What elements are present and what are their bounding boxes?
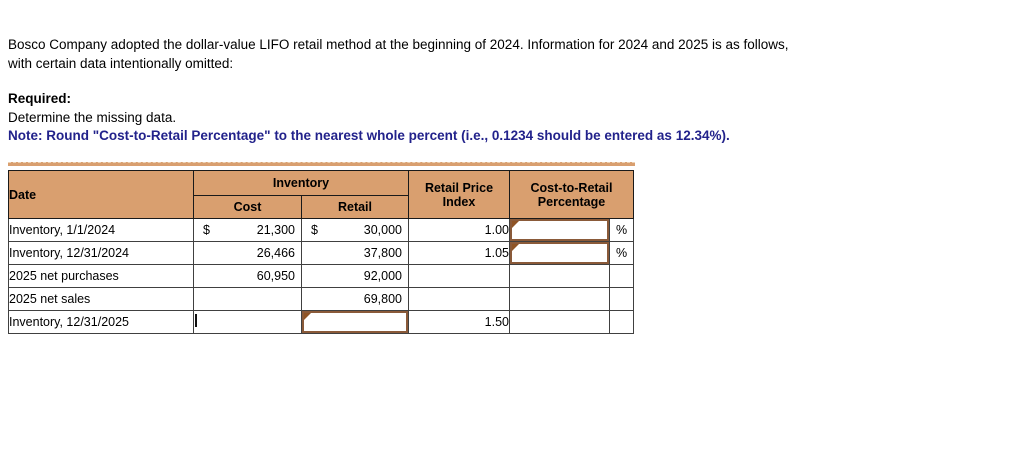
cost-cell: 26,466 — [193, 241, 302, 265]
col-header-retail: Retail — [301, 195, 409, 219]
cost-to-retail-cell — [509, 241, 610, 265]
table-row: Inventory, 1/1/2024 $ 21,300 $ 30,000 1.… — [8, 218, 634, 242]
retail-cell: 37,800 — [301, 241, 409, 265]
percent-unit: % — [609, 241, 634, 265]
col-header-cost: Cost — [193, 195, 302, 219]
cost-cell-selected[interactable] — [193, 310, 302, 334]
cost-cell: $ 21,300 — [193, 218, 302, 242]
row-label: 2025 net sales — [8, 287, 194, 311]
required-label: Required: — [8, 91, 72, 106]
ctr-pct-input-12-31-2024[interactable] — [510, 242, 609, 264]
partial-row-strip — [8, 162, 635, 166]
percent-unit — [609, 310, 634, 334]
retail-price-index-value: 1.00 — [408, 218, 510, 242]
retail-value: 37,800 — [363, 246, 402, 260]
dollar-sign: $ — [203, 223, 210, 237]
cell-flag-icon — [512, 244, 519, 251]
percent-unit: % — [609, 218, 634, 242]
cell-flag-icon — [512, 221, 519, 228]
note-text: Note: Round "Cost-to-Retail Percentage" … — [8, 128, 730, 143]
percent-unit — [609, 264, 634, 288]
cell-flag-icon — [304, 313, 311, 320]
retail-price-index-value — [408, 264, 510, 288]
problem-statement: Bosco Company adopted the dollar-value L… — [8, 36, 968, 73]
problem-statement-line2: with certain data intentionally omitted: — [8, 55, 234, 71]
cost-to-retail-cell — [509, 310, 610, 334]
col-header-retail-price-index: Retail Price Index — [408, 170, 510, 219]
table-row: Inventory, 12/31/2025 1.50 — [8, 310, 634, 334]
cost-value: 21,300 — [256, 223, 295, 237]
col-header-cost-to-retail: Cost-to-Retail Percentage — [509, 170, 634, 219]
cost-value: 26,466 — [256, 246, 295, 260]
retail-cell — [301, 310, 409, 334]
retail-cell: $ 30,000 — [301, 218, 409, 242]
required-text: Determine the missing data. — [8, 109, 177, 125]
dollar-sign: $ — [311, 223, 318, 237]
row-label: Inventory, 12/31/2024 — [8, 241, 194, 265]
retail-price-index-value — [408, 287, 510, 311]
row-label: Inventory, 1/1/2024 — [8, 218, 194, 242]
cost-to-retail-cell — [509, 218, 610, 242]
percent-unit — [609, 287, 634, 311]
cost-cell: 60,950 — [193, 264, 302, 288]
retail-price-index-value: 1.05 — [408, 241, 510, 265]
required-block: Required: Determine the missing data. No… — [8, 90, 968, 146]
cost-cell — [193, 287, 302, 311]
retail-value: 92,000 — [363, 269, 402, 283]
row-label: Inventory, 12/31/2025 — [8, 310, 194, 334]
row-label: 2025 net purchases — [8, 264, 194, 288]
retail-value: 30,000 — [363, 223, 402, 237]
table-row: 2025 net purchases 60,950 92,000 — [8, 264, 634, 288]
retail-cell: 92,000 — [301, 264, 409, 288]
col-header-inventory: Inventory — [193, 170, 409, 196]
text-caret — [195, 314, 197, 327]
lifo-retail-table: Date Inventory Retail Price Index Cost-t… — [8, 170, 634, 334]
cost-to-retail-cell — [509, 287, 610, 311]
retail-price-index-value: 1.50 — [408, 310, 510, 334]
cost-input-12-31-2025[interactable] — [194, 311, 301, 333]
table-row: Inventory, 12/31/2024 26,466 37,800 1.05… — [8, 241, 634, 265]
table-row: 2025 net sales 69,800 — [8, 287, 634, 311]
cost-to-retail-cell — [509, 264, 610, 288]
problem-statement-line1: Bosco Company adopted the dollar-value L… — [8, 37, 789, 52]
col-header-date: Date — [8, 170, 194, 219]
retail-cell: 69,800 — [301, 287, 409, 311]
retail-value: 69,800 — [363, 292, 402, 306]
cost-value: 60,950 — [256, 269, 295, 283]
ctr-pct-input-1-1-2024[interactable] — [510, 219, 609, 241]
retail-input-12-31-2025[interactable] — [302, 311, 408, 333]
